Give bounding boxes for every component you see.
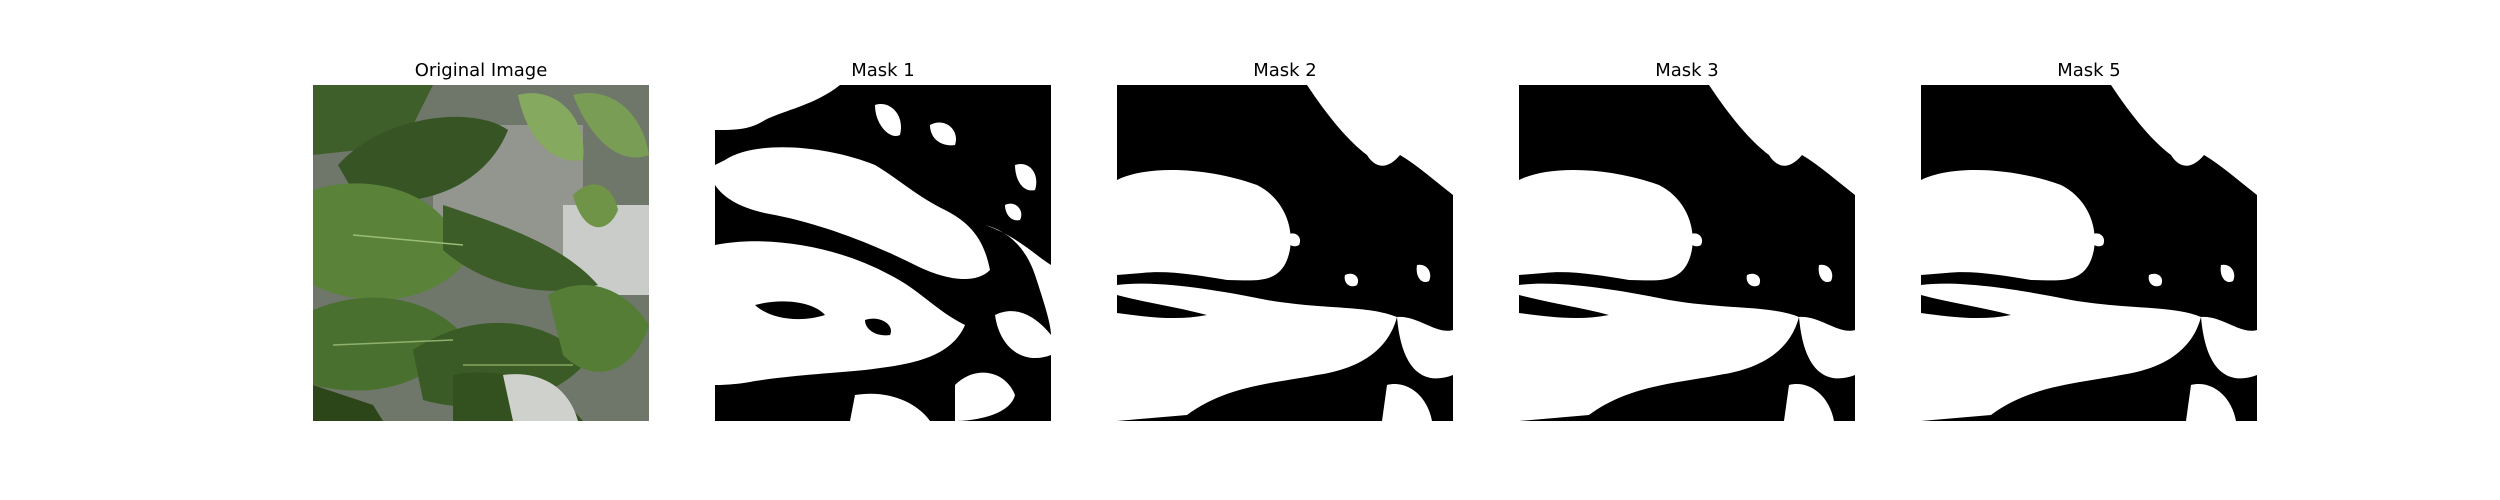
panel-title: Mask 3 (1655, 60, 1719, 81)
panel-title: Mask 1 (851, 60, 915, 81)
panel-title: Original Image (414, 60, 548, 81)
mask-2-image (1117, 85, 1453, 421)
mask-1-image (715, 85, 1051, 421)
mask-5-image (1921, 85, 2257, 421)
panel-title: Mask 5 (2057, 60, 2121, 81)
mask-3-image (1519, 85, 1855, 421)
original-image (313, 85, 649, 421)
panel-title: Mask 2 (1253, 60, 1317, 81)
